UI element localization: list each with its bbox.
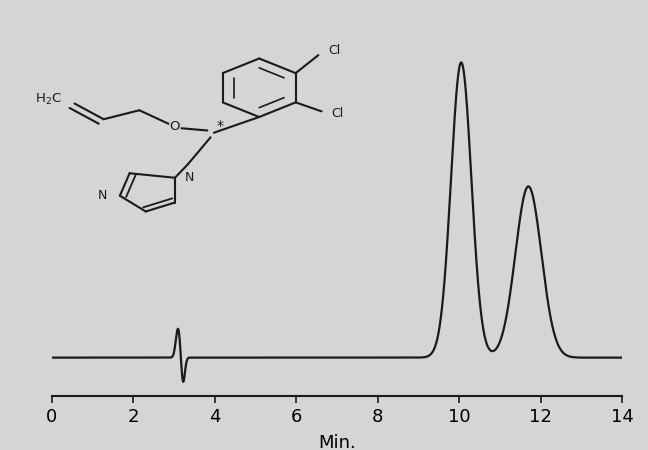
Text: O: O: [170, 120, 180, 132]
Text: N: N: [98, 189, 107, 202]
Text: Cl: Cl: [331, 107, 343, 120]
Text: *: *: [217, 119, 224, 133]
Text: Cl: Cl: [328, 44, 340, 57]
X-axis label: Min.: Min.: [318, 434, 356, 450]
Text: H$_2$C: H$_2$C: [35, 91, 62, 107]
Text: N: N: [185, 171, 194, 184]
